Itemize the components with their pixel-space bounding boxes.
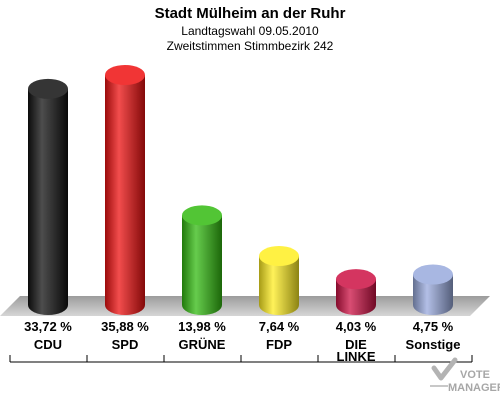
bar-top-sonstige: [413, 264, 453, 285]
bar-top-spd: [105, 65, 145, 85]
bar-body-grüne: [182, 215, 222, 315]
value-label-grüne: 13,98 %: [178, 319, 226, 334]
category-label-sonstige: Sonstige: [406, 337, 461, 352]
bar-top-cdu: [28, 78, 68, 99]
category-label-die-linke-2: LINKE: [337, 349, 376, 364]
bar-body-fdp: [259, 256, 299, 315]
value-label-die-linke: 4,03 %: [336, 319, 377, 334]
category-label-grüne: GRÜNE: [179, 337, 226, 352]
labels-group: 33,72 % CDU 35,88 % SPD 13,98 % GRÜNE 7,64 % FD…: [24, 319, 460, 364]
category-ticks: [9, 355, 473, 362]
bar-top-grüne: [182, 205, 222, 226]
value-label-fdp: 7,64 %: [259, 319, 300, 334]
bar-body-die-linke: [336, 279, 376, 315]
logo-text-manager: MANAGER: [448, 382, 500, 394]
bar-spd: [105, 65, 145, 315]
bar-body-spd: [105, 75, 145, 315]
value-label-spd: 35,88 %: [101, 319, 149, 334]
bar-top-fdp: [259, 246, 299, 267]
bar-body-sonstige: [413, 274, 453, 315]
value-label-sonstige: 4,75 %: [413, 319, 454, 334]
bar-grüne: [182, 205, 222, 315]
vote-manager-logo: VOTE MANAGER: [430, 357, 500, 394]
bar-die-linke: [336, 269, 376, 315]
bar-top-die-linke: [336, 269, 376, 290]
bars-group: [28, 65, 453, 315]
logo-text-vote: VOTE: [460, 369, 490, 381]
chart-title: Stadt Mülheim an der Ruhr: [155, 5, 346, 22]
category-label-cdu: CDU: [34, 337, 62, 352]
value-label-cdu: 33,72 %: [24, 319, 72, 334]
bar-cdu: [28, 78, 68, 315]
bar-sonstige: [413, 264, 453, 315]
bar-fdp: [259, 246, 299, 315]
category-label-die-linke-1: DIE: [345, 337, 367, 352]
check-mark-icon: [430, 357, 458, 387]
bar-body-cdu: [28, 88, 68, 315]
chart-subtitle-election: Landtagswahl 09.05.2010: [181, 24, 319, 38]
chart-subtitle-district: Zweitstimmen Stimmbezirk 242: [167, 39, 334, 53]
category-label-fdp: FDP: [266, 337, 292, 352]
category-label-spd: SPD: [112, 337, 139, 352]
